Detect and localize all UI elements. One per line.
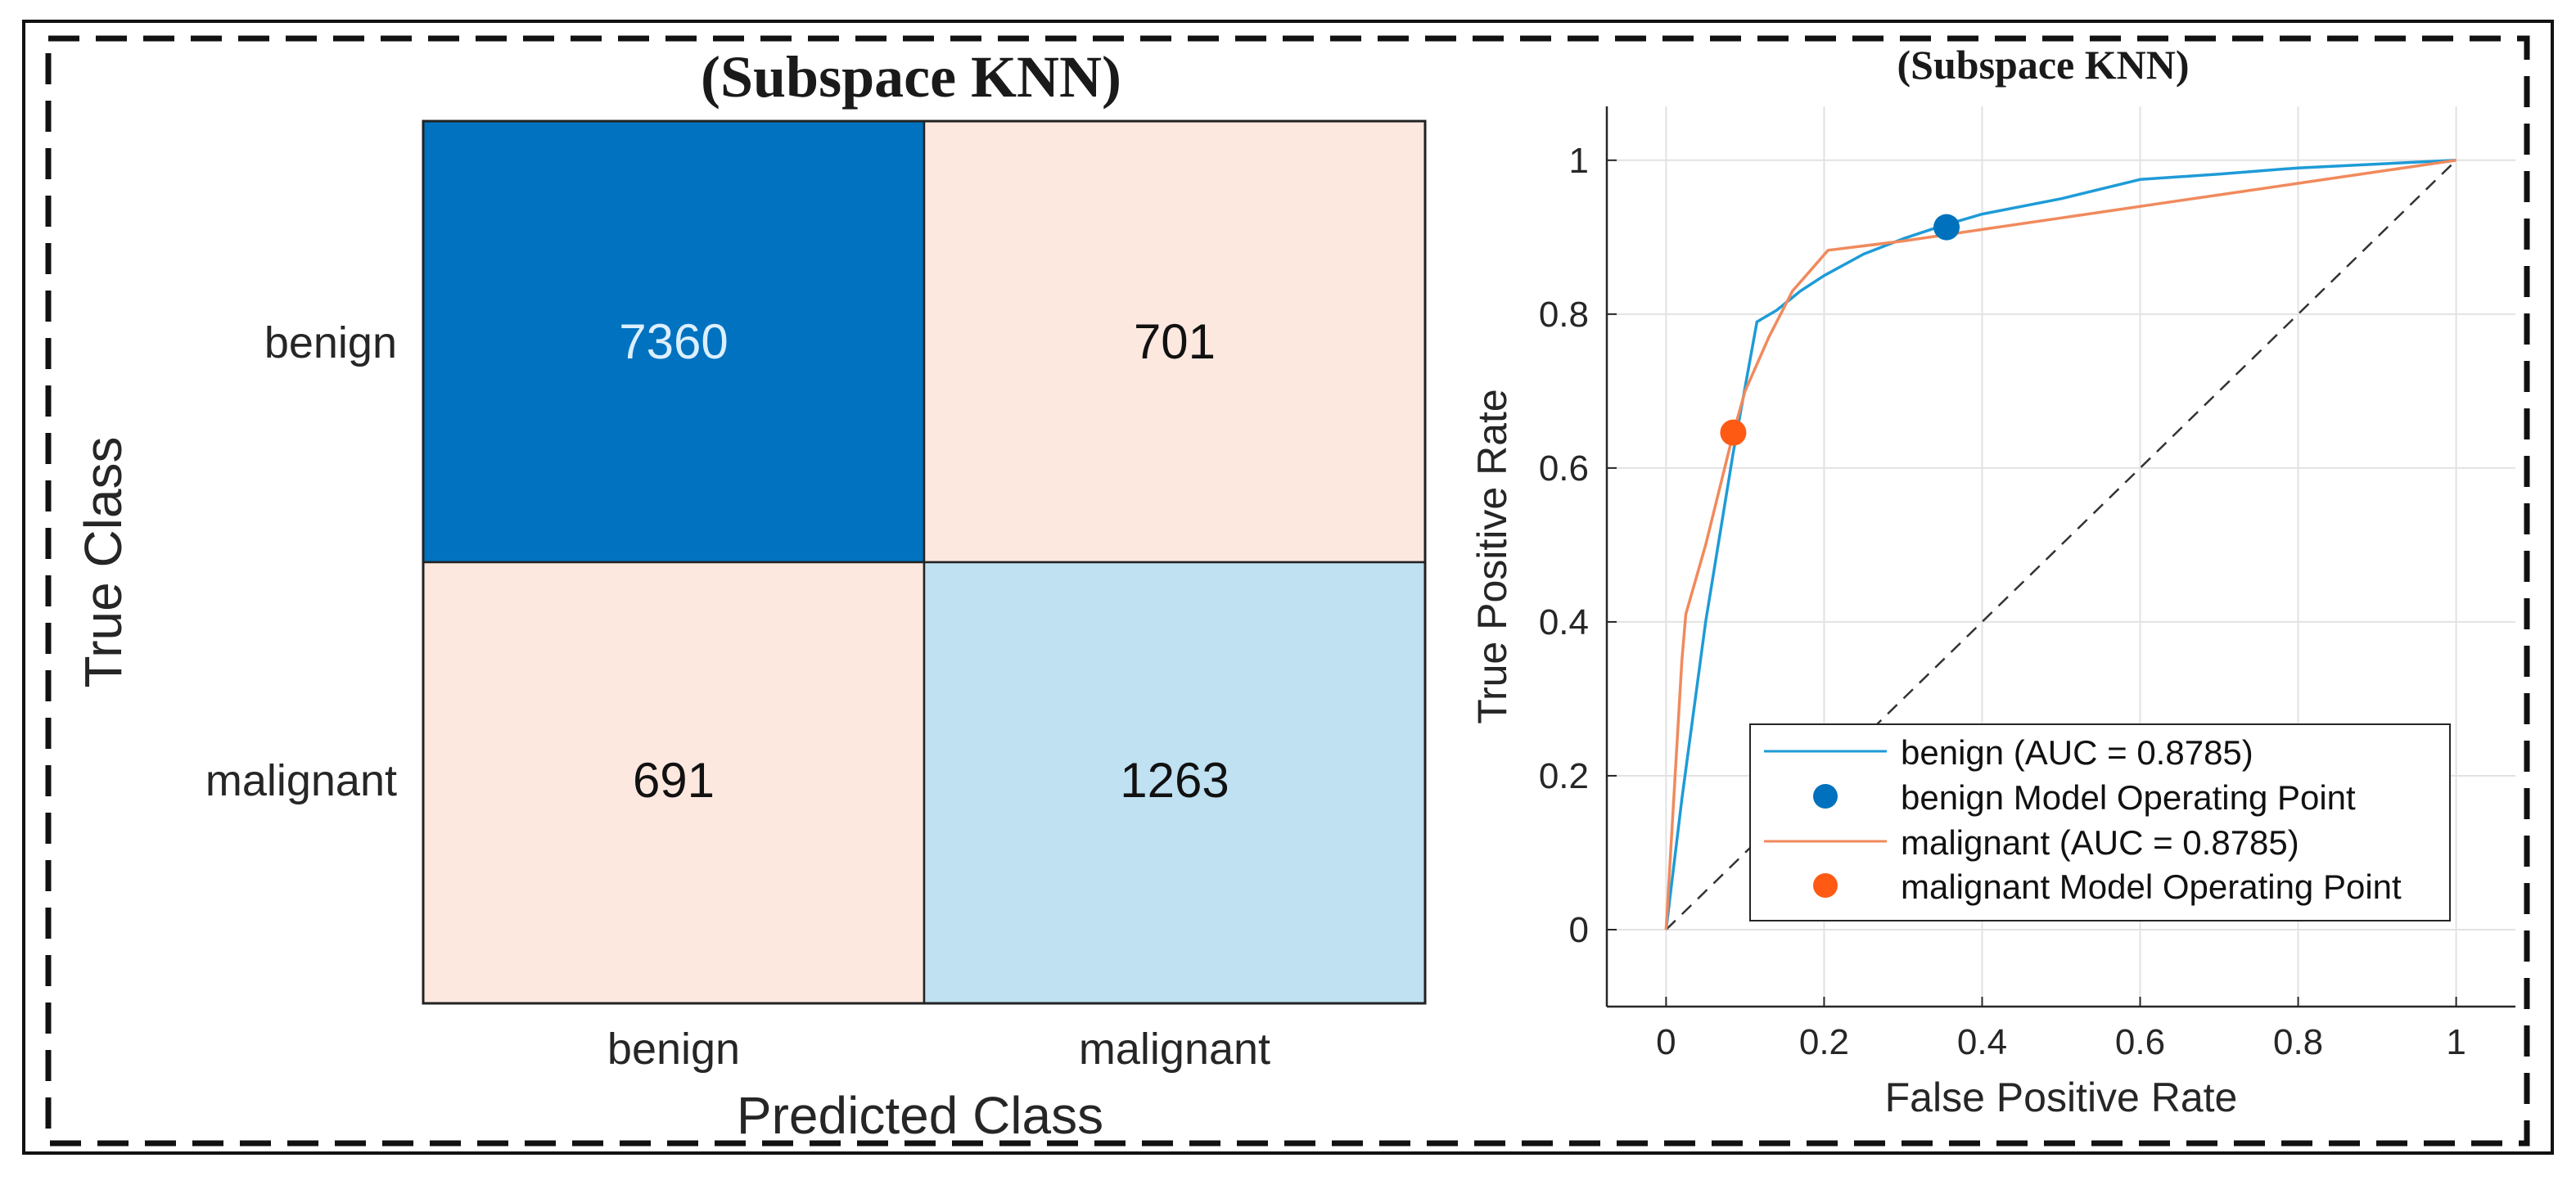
roc-xtick-label-0: 0 [1656, 1022, 1676, 1062]
cm-title: (Subspace KNN) [701, 44, 1121, 110]
roc-xtick-labels: 0 0.2 0.4 0.6 0.8 1 [1656, 1022, 2466, 1062]
cm-value-malignant-malignant: 1263 [1120, 753, 1229, 808]
roc-series-group [1664, 159, 2456, 930]
roc-xtick-label-1: 0.2 [1799, 1022, 1849, 1062]
legend-text-malignant: malignant (AUC = 0.8785) [1901, 823, 2299, 862]
cm-cell-benign-malignant [923, 119, 1427, 564]
roc-xtick-label-5: 1 [2446, 1022, 2465, 1062]
roc-chart: (Subspace KNN) 0 0.2 0.4 0.6 0.8 1 0 0.2 0.4 0.6… [1469, 42, 2515, 1120]
cm-border [422, 119, 1427, 1005]
cm-value-benign-benign: 7360 [619, 314, 728, 369]
cm-xtick-benign: benign [607, 1025, 740, 1074]
cm-cell-benign-benign [422, 119, 926, 564]
roc-xlabel: False Positive Rate [1885, 1075, 2238, 1120]
legend-marker-benign [1813, 784, 1838, 809]
cm-cell-malignant-benign [422, 561, 926, 1005]
legend-marker-malignant [1813, 873, 1838, 898]
cm-xtick-malignant: malignant [1079, 1025, 1270, 1074]
roc-ylabel: True Positive Rate [1469, 389, 1515, 723]
outer-frame [22, 20, 2554, 1155]
roc-ytick-label-4: 0.8 [1539, 295, 1589, 335]
roc-operating-point-1 [1933, 214, 1960, 241]
roc-xtick-label-4: 0.8 [2273, 1022, 2323, 1062]
cm-ylabel: True Class [74, 436, 133, 687]
roc-operating-point-3 [1720, 419, 1747, 446]
cm-cell-malignant-malignant [923, 561, 1427, 1005]
cm-value-malignant-benign: 691 [633, 753, 715, 808]
roc-ytick-label-0: 0 [1569, 910, 1589, 950]
legend-text-malignant-op: malignant Model Operating Point [1901, 867, 2402, 906]
roc-xtick-label-2: 0.4 [1957, 1022, 2007, 1062]
legend-text-benign: benign (AUC = 0.8785) [1901, 733, 2253, 772]
roc-axes [1605, 106, 2515, 1008]
cm-ytick-benign: benign [264, 318, 397, 367]
roc-title: (Subspace KNN) [1897, 42, 2190, 88]
cm-xlabel: Predicted Class [737, 1086, 1103, 1145]
roc-ytick-label-3: 0.6 [1539, 448, 1589, 489]
cm-value-benign-malignant: 701 [1134, 314, 1216, 369]
roc-ytick-label-1: 0.2 [1539, 756, 1589, 796]
roc-legend: benign (AUC = 0.8785) benign Model Opera… [1749, 723, 2451, 921]
legend-box [1749, 723, 2451, 921]
roc-ytick-labels: 0 0.2 0.4 0.6 0.8 1 [1539, 141, 1589, 950]
confusion-matrix: (Subspace KNN) 7360 701 691 1263 benign … [74, 44, 1427, 1145]
roc-ytick-label-2: 0.4 [1539, 602, 1589, 642]
roc-xtick-label-3: 0.6 [2115, 1022, 2165, 1062]
legend-text-benign-op: benign Model Operating Point [1901, 778, 2356, 817]
roc-curve-2 [1664, 159, 2456, 930]
roc-curve-0 [1664, 159, 2456, 930]
roc-ytick-label-5: 1 [1569, 141, 1589, 181]
dashed-frame [45, 35, 2530, 1147]
cm-ytick-malignant: malignant [205, 756, 397, 805]
